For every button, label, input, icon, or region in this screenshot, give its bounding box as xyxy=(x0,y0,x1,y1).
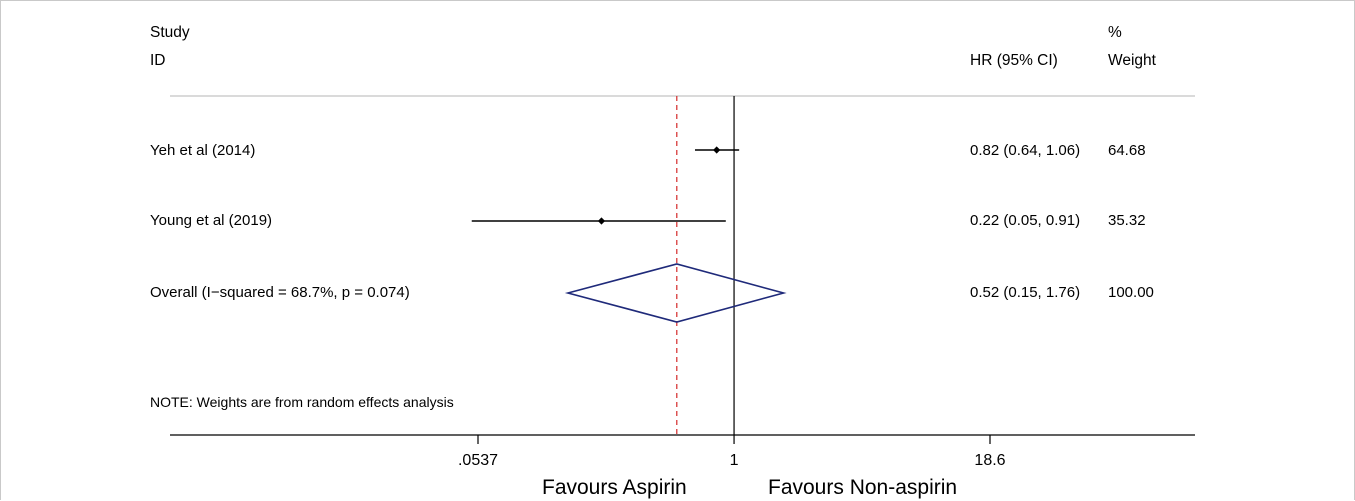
tick-label-high: 18.6 xyxy=(974,452,1006,469)
overall-diamond xyxy=(564,263,787,323)
hr-value-young: 0.22 (0.05, 0.91) xyxy=(970,212,1081,229)
favours-aspirin-label: Favours Aspirin xyxy=(542,476,687,499)
hr-value-overall: 0.52 (0.15, 1.76) xyxy=(970,284,1081,301)
weight-value-overall: 100.00 xyxy=(1108,284,1154,301)
hr-value-yeh: 0.82 (0.64, 1.06) xyxy=(970,142,1081,159)
study-label-young: Young et al (2019) xyxy=(150,212,273,229)
weight-header: Weight xyxy=(1108,52,1156,69)
point-estimate-marker-1 xyxy=(597,217,606,225)
id-header: ID xyxy=(150,52,166,69)
overall-label: Overall (I−squared = 68.7%, p = 0.074) xyxy=(150,284,410,301)
tick-label-null: 1 xyxy=(729,452,739,469)
tick-label-low: .0537 xyxy=(457,452,499,469)
weight-value-young: 35.32 xyxy=(1108,212,1146,229)
percent-header: % xyxy=(1108,24,1122,41)
weights-note: NOTE: Weights are from random effects an… xyxy=(150,394,454,410)
favours-non-aspirin-label: Favours Non-aspirin xyxy=(768,476,958,499)
point-estimate-marker-0 xyxy=(713,146,721,154)
study-label-yeh: Yeh et al (2014) xyxy=(150,142,256,159)
weight-value-yeh: 64.68 xyxy=(1108,142,1146,159)
hr-header: HR (95% CI) xyxy=(970,52,1058,69)
study-header: Study xyxy=(150,24,190,41)
